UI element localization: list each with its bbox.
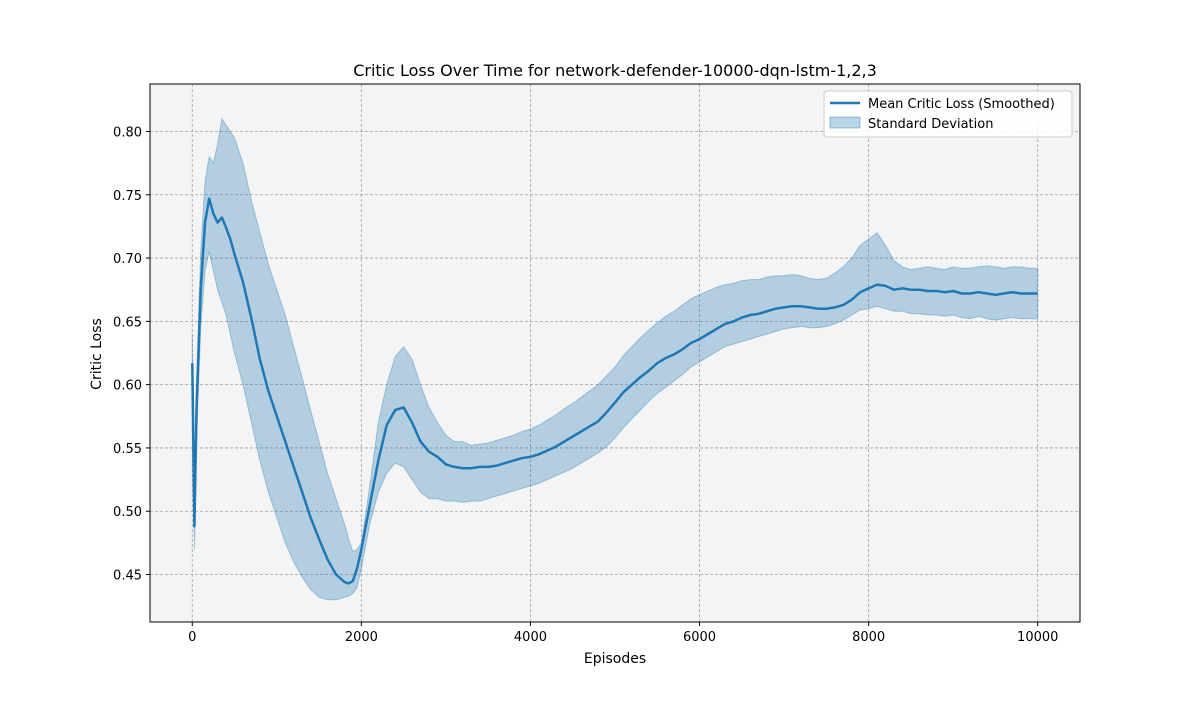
legend-box bbox=[823, 90, 1073, 138]
legend-label-mean: Mean Critic Loss (Smoothed) bbox=[868, 97, 1055, 112]
legend: Mean Critic Loss (Smoothed) Standard Dev… bbox=[823, 90, 1073, 138]
y-tick-label: 0.65 bbox=[113, 315, 142, 330]
x-axis-title: Episodes bbox=[584, 651, 646, 667]
axes-frame bbox=[149, 83, 1081, 623]
legend-label-std: Standard Deviation bbox=[868, 117, 993, 132]
y-tick-label: 0.55 bbox=[113, 442, 142, 457]
x-tick-label: 2000 bbox=[345, 630, 378, 645]
x-tick-label: 0 bbox=[188, 630, 196, 645]
plot-area bbox=[150, 84, 1080, 622]
y-tick-label: 0.75 bbox=[113, 189, 142, 204]
y-tick-label: 0.45 bbox=[113, 569, 142, 584]
y-tick-label: 0.80 bbox=[113, 125, 142, 140]
std-band bbox=[191, 117, 1039, 601]
x-tick-label: 8000 bbox=[852, 630, 885, 645]
y-tick-label: 0.60 bbox=[113, 379, 142, 394]
chart-title: Critic Loss Over Time for network-defend… bbox=[353, 61, 877, 80]
x-tick-label: 10000 bbox=[1017, 630, 1058, 645]
y-axis-title: Critic Loss bbox=[89, 318, 105, 390]
x-tick-label: 4000 bbox=[514, 630, 547, 645]
y-tick-label: 0.50 bbox=[113, 505, 142, 520]
x-tick-label: 6000 bbox=[683, 630, 716, 645]
y-tick-label: 0.70 bbox=[113, 252, 142, 267]
legend-band-swatch bbox=[829, 116, 861, 129]
mean-line bbox=[191, 197, 1038, 585]
